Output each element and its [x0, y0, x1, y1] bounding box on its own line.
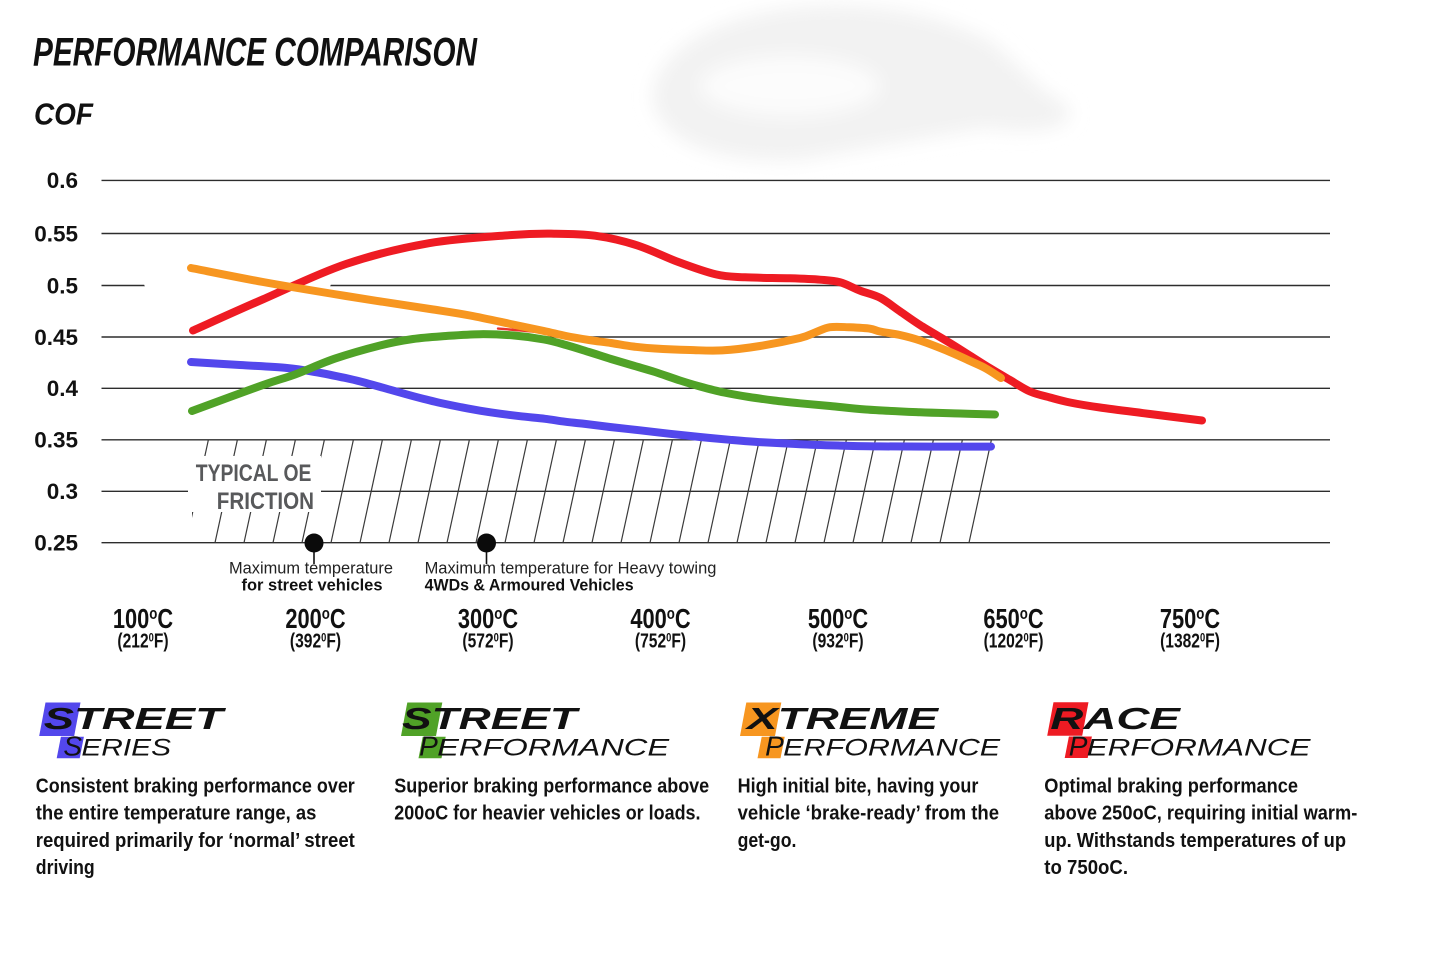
svg-text:(7520F): (7520F) — [635, 630, 686, 652]
svg-text:STREET: STREET — [402, 702, 580, 736]
svg-text:100oC: 100oC — [113, 603, 173, 634]
svg-text:get-go.: get-go. — [738, 830, 797, 852]
svg-text:(3920F): (3920F) — [290, 630, 341, 652]
svg-text:0.5: 0.5 — [47, 273, 78, 298]
svg-text:COF: COF — [34, 97, 94, 132]
svg-text:ERFORMANCE: ERFORMANCE — [437, 735, 670, 762]
svg-text:750oC: 750oC — [1160, 603, 1220, 634]
svg-text:0.55: 0.55 — [34, 221, 78, 246]
svg-text:High initial bite, having your: High initial bite, having your — [738, 775, 979, 797]
svg-text:vehicle ‘brake-ready’ from the: vehicle ‘brake-ready’ from the — [738, 803, 999, 825]
svg-text:up. Withstands temperatures of: up. Withstands temperatures of up — [1044, 830, 1346, 852]
svg-text:0.35: 0.35 — [34, 428, 78, 453]
svg-text:0.3: 0.3 — [47, 479, 78, 504]
svg-text:RACE: RACE — [1050, 702, 1182, 736]
svg-text:driving: driving — [36, 857, 95, 879]
svg-text:300oC: 300oC — [458, 603, 518, 634]
svg-text:650oC: 650oC — [983, 603, 1043, 634]
svg-text:S: S — [63, 731, 82, 762]
svg-text:P: P — [419, 731, 438, 762]
svg-text:ERIES: ERIES — [81, 735, 171, 762]
svg-text:ERFORMANCE: ERFORMANCE — [783, 735, 1001, 762]
svg-text:(12020F): (12020F) — [984, 630, 1044, 652]
svg-text:PERFORMANCE COMPARISON: PERFORMANCE COMPARISON — [33, 31, 478, 75]
svg-text:P: P — [765, 731, 784, 762]
svg-text:Maximum temperature for Heavy: Maximum temperature for Heavy towing — [425, 560, 717, 578]
svg-text:(2120F): (2120F) — [117, 630, 168, 652]
svg-text:(5720F): (5720F) — [462, 630, 513, 652]
svg-text:Maximum temperature: Maximum temperature — [229, 560, 393, 578]
svg-text:the entire temperature range,: the entire temperature range, as — [36, 803, 317, 825]
svg-text:Consistent braking performance: Consistent braking performance over — [36, 775, 355, 797]
svg-text:Optimal braking performance: Optimal braking performance — [1044, 775, 1298, 797]
svg-text:ERFORMANCE: ERFORMANCE — [1087, 735, 1312, 762]
svg-text:required primarily for ‘normal: required primarily for ‘normal’ street — [36, 830, 355, 852]
svg-text:0.25: 0.25 — [34, 531, 78, 556]
svg-text:STREET: STREET — [44, 702, 227, 736]
svg-text:(13820F): (13820F) — [1160, 630, 1220, 652]
svg-text:XTREME: XTREME — [744, 702, 940, 736]
svg-text:P: P — [1069, 731, 1088, 762]
svg-text:400oC: 400oC — [630, 603, 690, 634]
svg-text:200oC: 200oC — [285, 603, 345, 634]
svg-text:for street vehicles: for street vehicles — [242, 577, 383, 595]
svg-text:500oC: 500oC — [808, 603, 868, 634]
svg-text:0.4: 0.4 — [47, 376, 79, 401]
svg-text:200oC for heavier vehicles or: 200oC for heavier vehicles or loads. — [394, 803, 700, 825]
svg-text:TYPICAL OE: TYPICAL OE — [196, 460, 312, 487]
svg-text:(9320F): (9320F) — [812, 630, 863, 652]
svg-text:FRICTION: FRICTION — [217, 488, 314, 515]
svg-text:Superior braking performance a: Superior braking performance above — [394, 775, 709, 797]
svg-text:0.6: 0.6 — [47, 168, 78, 193]
svg-text:0.45: 0.45 — [34, 325, 78, 350]
svg-text:to 750oC.: to 750oC. — [1044, 857, 1128, 879]
svg-text:4WDs & Armoured Vehicles: 4WDs & Armoured Vehicles — [425, 577, 634, 595]
svg-text:above 250oC, requiring initial: above 250oC, requiring initial warm- — [1044, 803, 1357, 825]
